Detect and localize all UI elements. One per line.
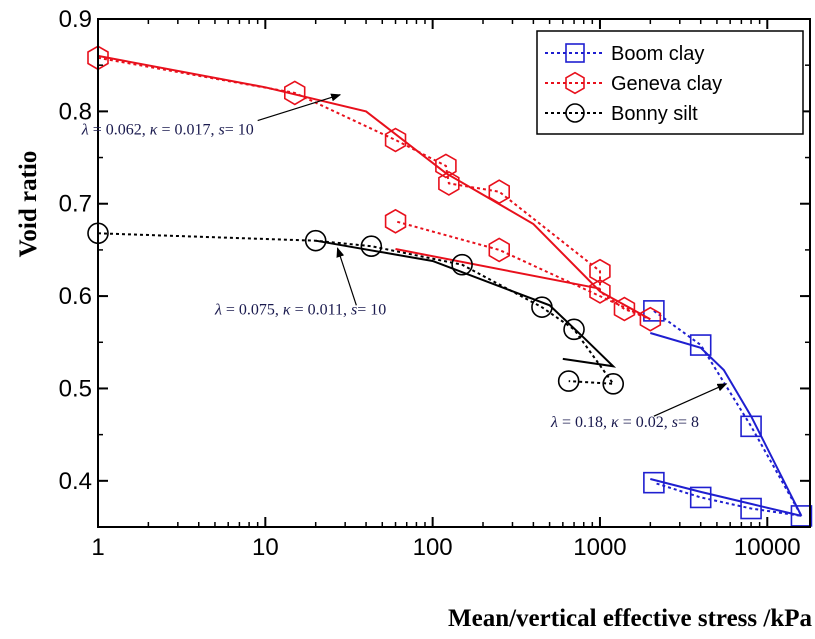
geneva-clay-point — [384, 127, 407, 153]
plot-frame — [97, 18, 811, 528]
parameter-annotation: λ = 0.075, κ = 0.011, s= 10 — [214, 302, 386, 319]
bonny-silt-point — [531, 296, 553, 318]
x-tick-label: 100 — [413, 534, 453, 561]
value: = 0.011, — [291, 302, 351, 319]
symbol: s — [672, 414, 678, 431]
geneva-clay-point — [488, 179, 511, 205]
bonny-silt-point — [360, 235, 383, 258]
symbol: κ — [150, 121, 158, 138]
boom-clay-point — [740, 497, 762, 520]
geneva-clay-point — [589, 279, 611, 304]
bonny-silt-point — [557, 370, 580, 392]
symbol: λ — [81, 121, 89, 138]
x-tick-label: 10 — [252, 534, 279, 561]
value: = 8 — [678, 414, 699, 431]
y-tick-label: 0.4 — [59, 468, 92, 495]
symbol: λ — [550, 414, 558, 431]
y-tick-label: 0.8 — [59, 98, 92, 125]
value: = 10 — [225, 121, 254, 138]
geneva-clay-point — [435, 153, 457, 179]
y-tick-label: 0.9 — [59, 6, 92, 33]
boom-clay-model-line — [650, 332, 803, 517]
symbol: λ — [214, 302, 222, 319]
boom-clay-point — [689, 334, 712, 356]
x-tick-label: 1000 — [573, 534, 626, 561]
y-tick-label: 0.7 — [59, 191, 92, 218]
value: = 0.017, — [157, 121, 218, 138]
y-axis-title: Void ratio — [15, 151, 42, 258]
bonny-silt-point — [451, 253, 473, 276]
legend-label-boom-clay: Boom clay — [611, 43, 704, 65]
boom-clay-point — [643, 471, 665, 494]
boom-clay-point — [740, 415, 762, 438]
symbol: s — [218, 121, 224, 138]
geneva-clay-point — [384, 208, 407, 234]
legend-label-bonny-silt: Bonny silt — [611, 103, 698, 125]
value: = 0.02, — [619, 414, 672, 431]
value: = 0.18, — [558, 414, 611, 431]
y-tick-label: 0.5 — [59, 375, 92, 402]
boom-clay-point — [689, 486, 712, 509]
parameter-annotation: λ = 0.062, κ = 0.017, s= 10 — [81, 121, 254, 138]
geneva-clay-point — [283, 80, 306, 106]
legend-label-geneva-clay: Geneva clay — [611, 73, 722, 95]
boom-clay-point — [790, 505, 813, 527]
legend-marker-geneva-clay — [565, 71, 585, 95]
parameter-annotation: λ = 0.18, κ = 0.02, s= 8 — [550, 414, 699, 431]
geneva-clay-point — [488, 237, 511, 263]
x-axis-title: Mean/vertical effective stress /kPa — [448, 605, 812, 632]
legend-marker-bonny-silt — [565, 103, 585, 123]
bonny-silt-point — [602, 373, 625, 395]
value: = 0.062, — [89, 121, 150, 138]
symbol: s — [351, 302, 357, 319]
value: = 0.075, — [222, 302, 283, 319]
annotation-arrow — [653, 383, 728, 417]
value: = 10 — [357, 302, 386, 319]
symbol: κ — [283, 302, 291, 319]
geneva-clay-model-line — [395, 248, 601, 290]
symbol: κ — [611, 414, 619, 431]
x-tick-label: 10000 — [734, 534, 801, 561]
geneva-clay-data-line — [97, 56, 651, 321]
y-tick-label: 0.6 — [59, 283, 92, 310]
bonny-silt-point — [563, 318, 585, 341]
x-tick-label: 1 — [91, 534, 104, 561]
annotation-arrow — [257, 93, 342, 122]
boom-clay-model-line — [650, 478, 802, 517]
geneva-clay-point — [613, 296, 636, 322]
geneva-clay-point — [639, 306, 662, 332]
geneva-clay-point — [589, 258, 611, 284]
legend-marker-boom-clay — [565, 43, 585, 63]
annotation-arrow — [336, 247, 357, 306]
bonny-silt-point — [304, 229, 327, 252]
geneva-clay-point — [438, 170, 460, 196]
